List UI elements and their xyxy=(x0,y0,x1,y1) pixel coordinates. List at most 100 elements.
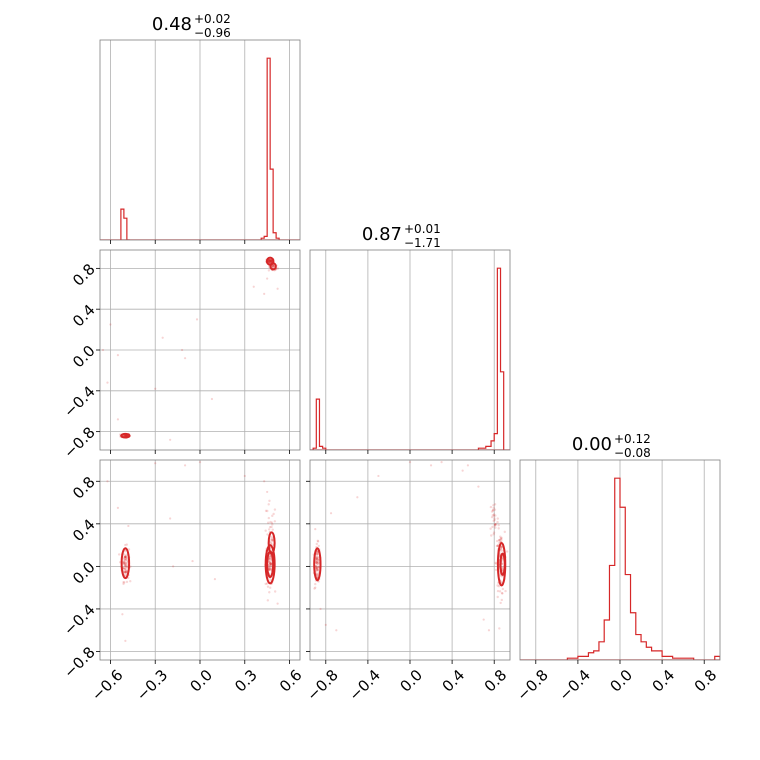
scatter-point xyxy=(172,565,175,568)
scatter-point xyxy=(315,566,319,569)
hist-bin xyxy=(599,642,604,660)
scatter-point xyxy=(501,592,504,595)
panel-2-0: −0.6 −0.3 0.0 0.3 0.6 −0.8 −0.4 0.0 0.4 0.8 xyxy=(60,459,306,704)
scatter-point xyxy=(122,581,125,584)
scatter-point xyxy=(154,462,157,465)
scatter-point xyxy=(494,523,498,526)
scatter-point xyxy=(315,561,318,564)
scatter-point xyxy=(269,568,272,571)
scatter-point xyxy=(494,523,497,526)
scatter-point xyxy=(429,464,433,467)
scatter-point xyxy=(125,558,128,561)
scatter-point xyxy=(487,629,491,632)
x-tick-label: 0.3 xyxy=(231,666,261,696)
scatter-point xyxy=(496,517,500,520)
scatter-point xyxy=(268,566,271,570)
scatter-point xyxy=(272,264,275,268)
hist-bin xyxy=(636,635,641,660)
scatter-point xyxy=(493,523,497,527)
scatter-point xyxy=(273,520,277,523)
scatter-point xyxy=(183,464,187,467)
scatter-point xyxy=(268,260,272,264)
scatter-point xyxy=(272,265,275,268)
scatter-point xyxy=(505,550,509,553)
scatter-point xyxy=(267,269,271,272)
scatter-point xyxy=(500,545,503,548)
scatter-point xyxy=(269,542,272,545)
hist-bin xyxy=(631,613,636,660)
hist-bin xyxy=(641,642,646,660)
panel-title-upper: +0.01 xyxy=(404,222,441,236)
y-tick-label: −0.4 xyxy=(60,601,98,639)
scatter-point xyxy=(122,556,126,559)
density-contour xyxy=(120,432,131,439)
scatter-point xyxy=(267,528,271,531)
scatter-point xyxy=(266,490,269,494)
scatter-point xyxy=(495,539,499,543)
scatter-point xyxy=(269,520,272,524)
scatter-point xyxy=(335,629,338,632)
scatter-point xyxy=(269,259,272,262)
scatter-point xyxy=(315,561,318,564)
hist-bin xyxy=(594,651,599,660)
scatter-point xyxy=(496,584,499,587)
scatter-point xyxy=(314,566,318,569)
scatter-point xyxy=(316,568,320,572)
y-tick-label: 0.8 xyxy=(69,473,99,503)
scatter-point xyxy=(269,562,273,566)
scatter-point xyxy=(315,555,318,559)
scatter-point xyxy=(122,562,126,565)
panel-title-lower: −0.96 xyxy=(194,26,231,40)
scatter-point xyxy=(266,277,269,280)
scatter-point xyxy=(494,562,498,565)
scatter-point xyxy=(496,520,499,524)
scatter-point xyxy=(500,598,504,602)
scatter-point xyxy=(315,558,319,561)
scatter-point xyxy=(315,555,319,559)
scatter-point xyxy=(129,579,132,583)
scatter-point xyxy=(270,259,273,262)
scatter-point xyxy=(125,561,129,564)
scatter-point xyxy=(499,537,503,541)
scatter-point xyxy=(269,561,273,565)
scatter-point xyxy=(161,336,164,339)
scatter-point xyxy=(123,561,127,564)
scatter-point xyxy=(497,585,501,588)
scatter-point xyxy=(124,557,127,561)
plot-area xyxy=(100,57,300,240)
scatter-point xyxy=(124,570,128,574)
scatter-point xyxy=(124,555,127,559)
scatter-point xyxy=(495,544,499,548)
scatter-point xyxy=(122,561,125,565)
scatter-point xyxy=(494,568,498,572)
scatter-point xyxy=(269,586,272,589)
scatter-point xyxy=(492,504,495,507)
scatter-point xyxy=(317,565,321,569)
scatter-point xyxy=(492,513,496,516)
scatter-point xyxy=(490,510,494,513)
scatter-point xyxy=(125,434,128,437)
scatter-point xyxy=(124,571,127,574)
scatter-point xyxy=(269,563,273,566)
scatter-point xyxy=(491,509,495,512)
scatter-point xyxy=(271,514,274,518)
scatter-point xyxy=(498,539,501,542)
scatter-point xyxy=(271,539,274,543)
scatter-point xyxy=(269,567,272,570)
x-tick-label: −0.8 xyxy=(513,666,551,704)
scatter-point xyxy=(269,540,272,544)
scatter-point xyxy=(268,563,271,566)
scatter-point xyxy=(491,513,495,517)
scatter-point xyxy=(270,259,273,263)
scatter-point xyxy=(123,561,126,565)
scatter-point xyxy=(466,464,469,467)
scatter-point xyxy=(270,538,274,541)
scatter-point xyxy=(267,259,271,262)
scatter-point xyxy=(124,564,127,568)
scatter-point xyxy=(496,595,499,599)
scatter-point xyxy=(123,550,127,553)
scatter-point xyxy=(269,260,273,263)
scatter-point xyxy=(123,563,127,566)
scatter-point xyxy=(123,561,126,564)
scatter-point xyxy=(317,566,320,569)
